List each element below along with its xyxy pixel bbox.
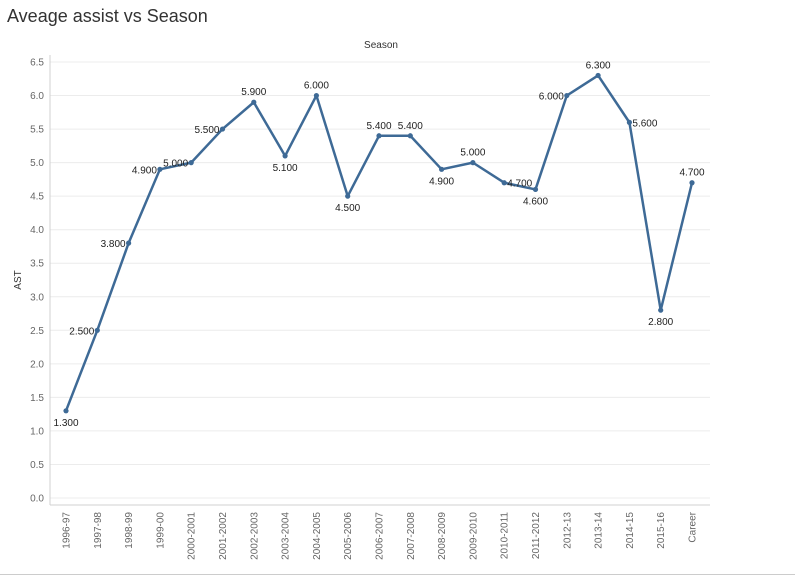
data-label: 5.500 bbox=[194, 125, 219, 136]
data-point[interactable] bbox=[157, 166, 163, 172]
data-point[interactable] bbox=[564, 92, 570, 99]
x-tick-label: 1997-98 bbox=[93, 512, 104, 549]
data-point[interactable] bbox=[501, 180, 507, 186]
x-tick-label: 2009-2010 bbox=[468, 512, 479, 560]
y-axis-title: AST bbox=[13, 270, 24, 289]
data-label: 5.100 bbox=[273, 163, 298, 174]
y-tick-label: 6.0 bbox=[30, 91, 44, 102]
x-tick-label: 2002-2003 bbox=[249, 512, 260, 560]
data-label: 5.900 bbox=[241, 87, 266, 98]
data-label: 4.700 bbox=[679, 168, 704, 179]
data-label: 3.800 bbox=[101, 239, 126, 250]
chart-header: Season bbox=[364, 40, 398, 51]
x-tick-label: 2007-2008 bbox=[406, 512, 417, 560]
x-tick-label: 2006-2007 bbox=[375, 512, 386, 560]
data-label: 2.800 bbox=[648, 317, 673, 328]
data-label: 4.900 bbox=[429, 176, 454, 187]
data-point[interactable] bbox=[313, 92, 319, 99]
x-tick-label: 2003-2004 bbox=[281, 512, 292, 560]
data-label: 2.500 bbox=[69, 326, 94, 337]
data-label: 5.400 bbox=[366, 121, 391, 132]
data-point[interactable] bbox=[94, 327, 100, 333]
data-label: 1.300 bbox=[53, 418, 78, 429]
data-point[interactable] bbox=[626, 119, 633, 125]
data-label: 5.000 bbox=[460, 148, 485, 159]
data-label: 6.000 bbox=[304, 81, 329, 92]
data-point[interactable] bbox=[658, 307, 664, 313]
data-point[interactable] bbox=[63, 408, 69, 414]
data-label: 4.600 bbox=[523, 196, 548, 207]
x-tick-label: 2015-16 bbox=[656, 512, 667, 549]
bottom-divider bbox=[0, 574, 795, 575]
y-tick-label: 3.0 bbox=[30, 292, 44, 303]
data-label: 5.600 bbox=[632, 118, 657, 129]
data-point[interactable] bbox=[345, 193, 351, 199]
y-tick-label: 1.5 bbox=[30, 393, 44, 404]
y-tick-label: 5.5 bbox=[30, 125, 44, 136]
x-tick-label: 2000-2001 bbox=[187, 512, 198, 560]
data-label: 4.900 bbox=[132, 165, 157, 176]
data-point[interactable] bbox=[595, 72, 601, 79]
x-tick-label: 2013-14 bbox=[594, 512, 605, 549]
data-point[interactable] bbox=[470, 160, 476, 166]
y-tick-label: 3.5 bbox=[30, 259, 44, 270]
x-tick-label: 2008-2009 bbox=[437, 512, 448, 560]
x-tick-label: 1999-00 bbox=[155, 512, 166, 549]
data-label: 5.000 bbox=[163, 159, 188, 170]
y-tick-label: 4.0 bbox=[30, 225, 44, 236]
y-tick-label: 5.0 bbox=[30, 158, 44, 169]
x-tick-label: 2014-15 bbox=[625, 512, 636, 549]
page-title: Aveage assist vs Season bbox=[7, 6, 208, 26]
data-point[interactable] bbox=[219, 126, 226, 132]
data-label: 5.400 bbox=[398, 121, 423, 132]
data-point[interactable] bbox=[282, 153, 288, 159]
data-label: 6.300 bbox=[586, 60, 611, 71]
data-point[interactable] bbox=[689, 180, 695, 186]
x-tick-label: 1996-97 bbox=[62, 512, 73, 549]
data-point[interactable] bbox=[407, 133, 413, 139]
x-tick-label: 2010-2011 bbox=[500, 512, 511, 560]
y-tick-label: 1.0 bbox=[30, 426, 44, 437]
data-point[interactable] bbox=[376, 133, 382, 139]
data-point[interactable] bbox=[439, 166, 445, 172]
x-tick-label: Career bbox=[688, 511, 699, 542]
x-tick-label: 2005-2006 bbox=[343, 512, 354, 560]
data-label: 4.500 bbox=[335, 203, 360, 214]
x-tick-label: 2011-2012 bbox=[531, 512, 542, 560]
y-tick-label: 2.0 bbox=[30, 359, 44, 370]
y-tick-label: 4.5 bbox=[30, 192, 44, 203]
x-tick-label: 2004-2005 bbox=[312, 512, 323, 560]
y-tick-label: 0.5 bbox=[30, 460, 44, 471]
data-label: 4.700 bbox=[507, 179, 532, 190]
x-tick-label: 2012-13 bbox=[562, 512, 573, 549]
data-point[interactable] bbox=[532, 186, 539, 193]
y-tick-label: 2.5 bbox=[30, 326, 44, 337]
data-point[interactable] bbox=[126, 240, 132, 246]
data-point[interactable] bbox=[251, 99, 257, 105]
y-tick-label: 6.5 bbox=[30, 58, 44, 69]
x-tick-label: 1998-99 bbox=[124, 512, 135, 549]
x-tick-label: 2001-2002 bbox=[218, 512, 229, 560]
data-point[interactable] bbox=[188, 160, 194, 166]
data-label: 6.000 bbox=[539, 92, 564, 103]
y-tick-label: 0.0 bbox=[30, 494, 44, 505]
